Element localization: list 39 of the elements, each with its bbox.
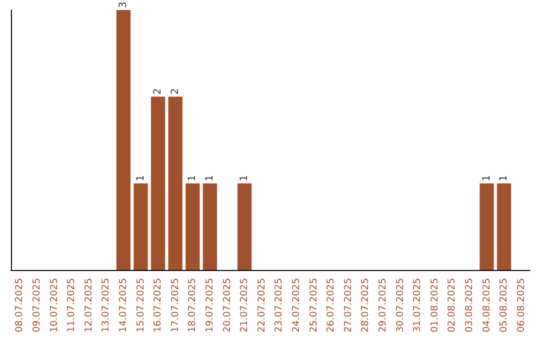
x-tick-label: 27.07.2025 xyxy=(342,278,354,332)
x-tick-label: 23.07.2025 xyxy=(274,278,285,332)
data-label: 1 xyxy=(481,174,492,182)
x-tick-label: 29.07.2025 xyxy=(377,278,388,332)
x-tick-label: 12.07.2025 xyxy=(83,278,94,332)
x-tick-label: 03.08.2025 xyxy=(464,278,475,332)
x-tick-label: 25.07.2025 xyxy=(308,278,320,332)
x-tick-label: 14.07.2025 xyxy=(118,278,129,332)
x-tick-label: 21.07.2025 xyxy=(239,278,250,332)
x-tick-label: 17.07.2025 xyxy=(170,278,181,332)
x-tick-label: 15.07.2025 xyxy=(135,278,146,332)
data-label: 1 xyxy=(239,174,250,182)
x-tick-label: 13.07.2025 xyxy=(100,278,112,332)
x-tick-label: 19.07.2025 xyxy=(204,278,216,332)
x-tick-label: 02.08.2025 xyxy=(446,278,458,332)
data-label: 2 xyxy=(170,88,181,95)
x-tick-label: 09.07.2025 xyxy=(31,278,42,332)
data-label: 1 xyxy=(135,174,146,182)
x-tick-label: 18.07.2025 xyxy=(187,278,198,332)
x-tick-label: 26.07.2025 xyxy=(326,278,337,332)
x-tick-label: 10.07.2025 xyxy=(48,278,60,332)
x-tick-label: 11.07.2025 xyxy=(66,278,78,332)
data-label: 3 xyxy=(118,2,129,8)
x-tick-label: 31.07.2025 xyxy=(412,278,424,332)
x-tick-label: 01.08.2025 xyxy=(429,278,440,332)
data-label: 2 xyxy=(152,88,164,95)
x-tick-label: 20.07.2025 xyxy=(222,278,233,332)
data-label: 1 xyxy=(204,174,216,182)
x-tick-label: 16.07.2025 xyxy=(152,278,164,332)
data-label: 1 xyxy=(187,174,198,182)
data-label: 1 xyxy=(498,174,510,182)
x-tick-label: 30.07.2025 xyxy=(394,278,406,332)
x-tick-label: 24.07.2025 xyxy=(290,278,302,332)
x-tick-label: 28.07.2025 xyxy=(360,278,372,332)
x-tick-label: 22.07.2025 xyxy=(256,278,268,332)
x-tick-label: 04.08.2025 xyxy=(481,278,492,332)
x-tick-label: 05.08.2025 xyxy=(498,278,510,332)
x-tick-label: 08.07.2025 xyxy=(14,278,26,332)
x-tick-label: 06.08.2025 xyxy=(516,278,527,332)
